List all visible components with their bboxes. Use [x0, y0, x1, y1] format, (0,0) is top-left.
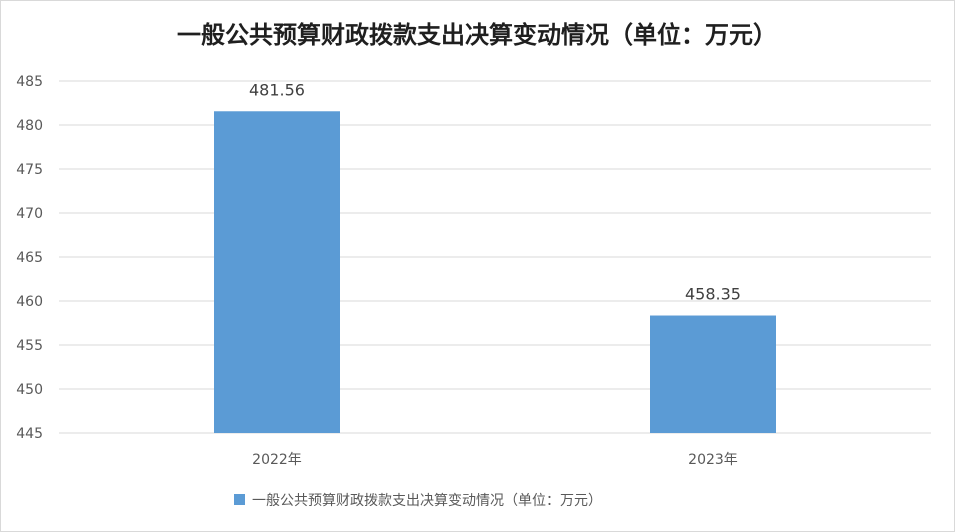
bars — [214, 111, 776, 433]
data-label: 481.56 — [249, 80, 305, 99]
data-labels: 481.56 458.35 — [249, 80, 741, 303]
y-tick-label: 480 — [16, 118, 43, 134]
legend-swatch — [234, 494, 245, 505]
legend: 一般公共预算财政拨款支出决算变动情况（单位：万元） — [234, 493, 602, 509]
x-category-label: 2023年 — [688, 452, 738, 468]
bar — [650, 315, 776, 433]
y-axis-ticks: 445 450 455 460 465 470 475 480 485 — [16, 74, 43, 442]
y-tick-label: 475 — [16, 162, 43, 178]
y-tick-label: 470 — [16, 206, 43, 222]
chart-title: 一般公共预算财政拨款支出决算变动情况（单位：万元） — [177, 20, 777, 49]
data-label: 458.35 — [685, 285, 741, 304]
y-tick-label: 445 — [16, 426, 43, 442]
legend-label: 一般公共预算财政拨款支出决算变动情况（单位：万元） — [252, 493, 602, 509]
bar — [214, 111, 340, 433]
y-tick-label: 460 — [16, 294, 43, 310]
x-category-label: 2022年 — [252, 452, 302, 468]
x-axis-categories: 2022年 2023年 — [252, 452, 738, 468]
y-tick-label: 455 — [16, 338, 43, 354]
y-tick-label: 485 — [16, 74, 43, 90]
y-tick-label: 450 — [16, 382, 43, 398]
y-tick-label: 465 — [16, 250, 43, 266]
gridlines — [59, 80, 931, 434]
